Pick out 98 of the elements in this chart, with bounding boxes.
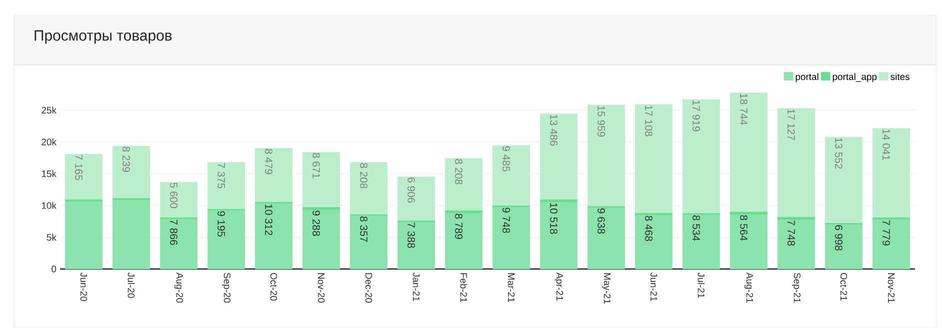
data-label: 17 108 xyxy=(645,106,652,136)
bar xyxy=(730,214,768,270)
y-tick-label: 25k xyxy=(42,106,56,114)
bar xyxy=(588,104,625,207)
bar xyxy=(778,108,815,218)
y-tick-label: 0 xyxy=(52,266,56,272)
data-label: 8 468 xyxy=(645,216,652,242)
data-label: 7 375 xyxy=(218,163,225,188)
data-label: 6 906 xyxy=(408,178,415,203)
data-label: 7 866 xyxy=(170,220,178,245)
data-label: 9 288 xyxy=(312,210,320,236)
bar xyxy=(302,152,340,208)
y-tick-label: 15k xyxy=(42,170,56,178)
x-tick-label: Mar-21 xyxy=(508,273,515,302)
bar xyxy=(872,219,910,270)
bar xyxy=(65,201,102,270)
x-tick-label: Feb-21 xyxy=(460,273,468,302)
data-label: 5 600 xyxy=(170,182,178,208)
data-label: 7 165 xyxy=(75,154,82,180)
data-label: 9 748 xyxy=(502,208,510,233)
x-tick-label: Sep-21 xyxy=(792,272,801,303)
legend-label: portal xyxy=(796,73,818,82)
legend-label: portal_app xyxy=(832,73,877,82)
x-tick-label: Sep-20 xyxy=(222,272,231,303)
bar xyxy=(872,128,910,218)
bar xyxy=(398,222,435,270)
x-tick-label: Jun-20 xyxy=(80,272,88,302)
bar xyxy=(160,182,198,218)
data-label: 10 312 xyxy=(265,204,272,236)
legend-label: sites xyxy=(890,73,910,80)
bar xyxy=(160,218,198,270)
bar xyxy=(492,145,530,206)
x-tick-label: Aug-20 xyxy=(174,272,184,303)
data-label: 6 998 xyxy=(835,225,842,250)
bar xyxy=(350,162,388,215)
data-label: 8 479 xyxy=(265,148,272,174)
data-label: 8 671 xyxy=(312,152,320,178)
data-label: 8 534 xyxy=(692,215,700,241)
bar xyxy=(302,210,340,270)
x-tick-label: Oct-20 xyxy=(270,272,278,301)
data-label: 9 638 xyxy=(598,208,605,234)
y-tick-label: 20k xyxy=(42,138,56,146)
data-label: 8 564 xyxy=(740,215,748,241)
data-label: 8 357 xyxy=(360,216,368,242)
bar xyxy=(350,216,388,270)
data-label: 13 486 xyxy=(550,114,558,146)
data-label: 13 552 xyxy=(835,138,842,169)
x-tick-label: Jun-21 xyxy=(650,272,658,301)
bar xyxy=(682,99,720,214)
data-label: 9 485 xyxy=(502,146,510,172)
bar xyxy=(112,200,150,270)
x-tick-label: Jan-21 xyxy=(412,272,420,301)
data-label: 8 208 xyxy=(455,159,462,184)
bar xyxy=(492,206,530,270)
data-label: 17 127 xyxy=(788,109,795,140)
data-label: 8 239 xyxy=(122,146,130,172)
x-tick-label: Jul-20 xyxy=(128,272,135,298)
y-tick-label: 5k xyxy=(46,234,56,241)
bar xyxy=(730,92,768,212)
bar xyxy=(255,203,292,270)
bar xyxy=(445,212,482,270)
bar xyxy=(635,104,672,214)
x-tick-label: May-21 xyxy=(602,273,611,304)
bar xyxy=(778,220,815,270)
data-label: 7 748 xyxy=(788,220,795,246)
chart-title: Просмотры товаров xyxy=(34,30,172,44)
bar xyxy=(112,146,150,199)
data-label: 15 959 xyxy=(598,106,605,137)
bar xyxy=(540,202,578,270)
x-tick-label: Oct-21 xyxy=(840,272,848,300)
bar xyxy=(825,136,862,224)
bar xyxy=(682,214,720,270)
x-tick-label: Jul-21 xyxy=(698,272,705,298)
x-tick-label: Apr-21 xyxy=(554,272,564,300)
x-tick-label: Dec-20 xyxy=(365,273,372,303)
bar xyxy=(208,162,245,210)
data-label: 18 744 xyxy=(740,94,748,125)
bar xyxy=(635,214,672,270)
y-tick-label: 10k xyxy=(42,202,56,209)
x-tick-label: Aug-21 xyxy=(744,272,754,303)
bar xyxy=(588,208,625,270)
bar xyxy=(445,158,482,211)
bar xyxy=(540,114,578,200)
data-label: 7 388 xyxy=(408,222,415,248)
bar xyxy=(255,148,292,202)
data-label: 17 919 xyxy=(692,100,700,132)
data-label: 7 779 xyxy=(882,220,890,246)
x-tick-label: Nov-20 xyxy=(318,273,325,303)
data-label: 10 518 xyxy=(550,203,558,234)
bar xyxy=(208,210,245,270)
x-tick-label: Nov-21 xyxy=(888,273,895,303)
data-label: 8 208 xyxy=(360,163,368,188)
bar xyxy=(65,154,102,200)
bar xyxy=(398,176,435,221)
data-label: 8 789 xyxy=(455,214,462,239)
data-label: 14 041 xyxy=(882,129,890,160)
data-label: 9 195 xyxy=(218,211,225,236)
bar xyxy=(825,224,862,270)
